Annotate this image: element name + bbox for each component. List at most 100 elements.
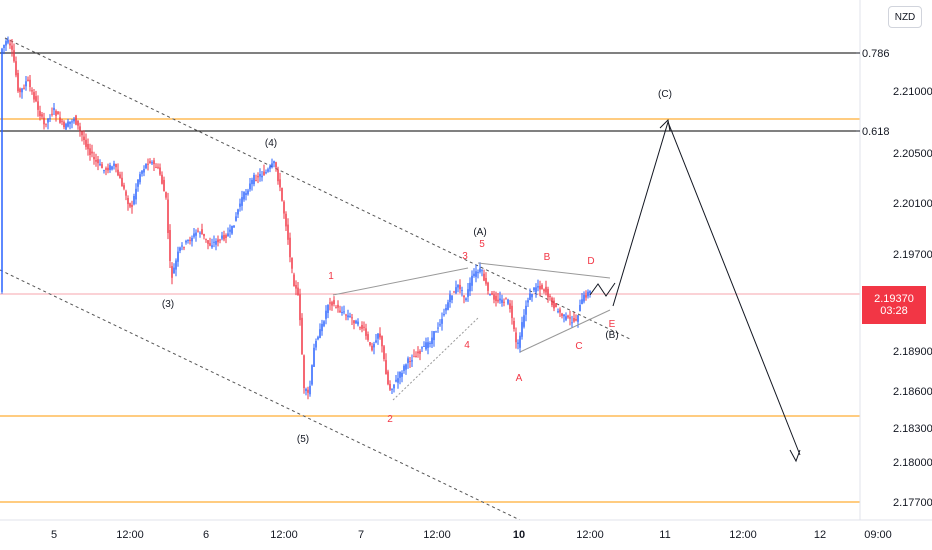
- candle-body: [17, 73, 19, 92]
- time-axis[interactable]: 5 12:00 6 12:00 7 12:00 10 12:00 11 12:00 12 09:00: [51, 529, 892, 541]
- candle-body: [165, 192, 167, 198]
- currency-label: NZD: [894, 11, 916, 23]
- candle-body: [257, 176, 259, 178]
- price-tick-label: 2.21000: [893, 86, 932, 98]
- time-tick-label: 12: [814, 529, 826, 541]
- candle-body: [351, 317, 353, 319]
- candle-body: [449, 294, 451, 302]
- candle-body: [495, 295, 497, 302]
- candle-body: [355, 320, 357, 324]
- candle-body: [553, 300, 555, 309]
- candle-body: [453, 291, 455, 293]
- candle-body: [397, 378, 399, 383]
- candle-body: [391, 388, 393, 390]
- candle-body: [469, 282, 471, 292]
- candle-body: [415, 355, 417, 357]
- candle-body: [219, 239, 221, 241]
- candle-body: [265, 172, 267, 174]
- candle-body: [443, 314, 445, 316]
- candle-body: [375, 340, 377, 343]
- candle-body: [57, 111, 59, 115]
- candle-body: [67, 121, 69, 127]
- candle-body: [299, 294, 301, 321]
- candle-body: [363, 326, 365, 328]
- time-tick-label: 6: [203, 529, 209, 541]
- countdown-timer: 03:28: [880, 305, 908, 317]
- candle-body: [451, 295, 453, 300]
- wave-patterns: [332, 118, 801, 463]
- candle-body: [571, 322, 573, 324]
- candle-body: [209, 243, 211, 246]
- candle-body: [537, 286, 539, 288]
- candle-body: [279, 179, 281, 188]
- candle-body: [477, 272, 479, 274]
- candle-body: [465, 298, 467, 300]
- candle-body: [523, 315, 525, 327]
- candle-body: [411, 360, 413, 362]
- candle-body: [63, 121, 65, 128]
- candle-body: [545, 286, 547, 293]
- candle-body: [227, 233, 229, 237]
- candle-body: [499, 298, 501, 301]
- candle-body: [289, 237, 291, 258]
- wave-label-4: (4): [265, 138, 277, 149]
- time-tick-label: 12:00: [729, 529, 757, 541]
- candle-body: [365, 328, 367, 336]
- currency-badge[interactable]: NZD: [888, 6, 922, 28]
- candle-body: [513, 321, 515, 329]
- candle-body: [89, 148, 91, 155]
- candle-body: [433, 331, 435, 341]
- candle-body: [305, 389, 307, 391]
- candle-body: [377, 333, 379, 339]
- candle-body: [107, 167, 109, 171]
- price-axis[interactable]: 2.21000 2.20500 2.20100 2.19700 2.18900 2.186…: [856, 48, 932, 509]
- candle-body: [589, 290, 591, 293]
- channel-lower-line: [0, 269, 521, 521]
- subwave-label-5: 5: [479, 239, 485, 250]
- candle-body: [419, 351, 421, 354]
- candle-body: [103, 170, 105, 172]
- candle-body: [41, 114, 43, 117]
- price-tick-label: 2.18000: [893, 457, 932, 469]
- candle-body: [329, 302, 331, 304]
- candle-body: [557, 311, 559, 313]
- candle-body: [215, 241, 217, 245]
- candle-body: [323, 321, 325, 326]
- candle-body: [517, 342, 519, 344]
- candle-body: [281, 188, 283, 201]
- candle-body: [379, 333, 381, 338]
- candle-body: [205, 238, 207, 240]
- candle-body: [389, 383, 391, 390]
- candle-body: [481, 270, 483, 272]
- candle-body: [23, 87, 25, 89]
- price-tick-label: 2.18600: [893, 386, 932, 398]
- subwave-label-3: 3: [462, 251, 468, 262]
- candle-body: [39, 110, 41, 117]
- candle-body: [543, 289, 545, 292]
- candle-body: [195, 232, 197, 236]
- candle-body: [221, 235, 223, 239]
- candle-body: [141, 170, 143, 174]
- candle-body: [447, 302, 449, 310]
- candle-body: [149, 161, 151, 164]
- candle-body: [439, 324, 441, 326]
- candle-body: [135, 188, 137, 200]
- candle-body: [21, 88, 23, 93]
- wave-label-a: (A): [473, 227, 486, 238]
- candle-body: [539, 285, 541, 290]
- candle-body: [159, 167, 161, 175]
- candle-body: [101, 164, 103, 169]
- candle-body: [381, 336, 383, 347]
- candle-body: [561, 313, 563, 316]
- candle-body: [313, 347, 315, 367]
- candle-body: [139, 174, 141, 183]
- candle-body: [85, 139, 87, 147]
- candle-body: [119, 174, 121, 179]
- price-tick-label: 2.17700: [893, 497, 932, 509]
- candle-body: [273, 161, 275, 164]
- candle-body: [127, 198, 129, 205]
- candle-body: [429, 343, 431, 345]
- candle-body: [277, 169, 279, 182]
- candle-body: [5, 41, 7, 46]
